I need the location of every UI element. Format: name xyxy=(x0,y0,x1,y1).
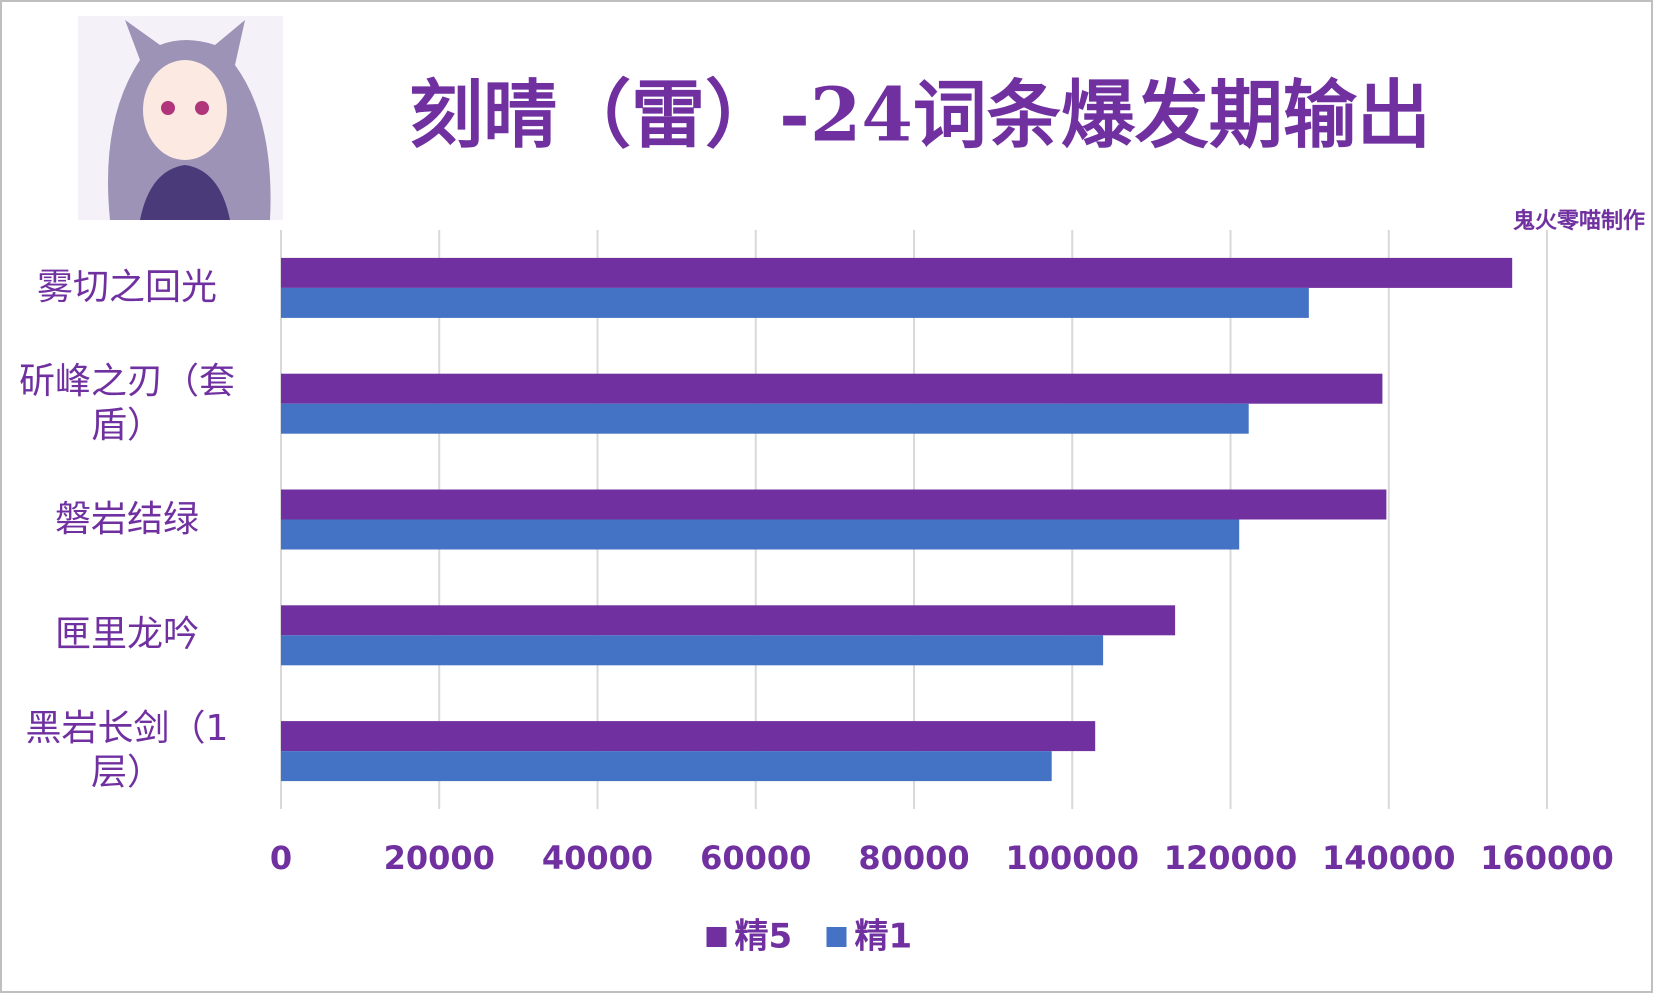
x-tick-label: 60000 xyxy=(700,839,811,877)
bar xyxy=(281,519,1240,550)
legend-swatch xyxy=(706,927,727,947)
bar xyxy=(281,605,1176,636)
legend-label: 精5 xyxy=(735,917,793,957)
x-tick-label: 160000 xyxy=(1480,839,1614,877)
x-tick-label: 100000 xyxy=(1005,839,1139,877)
chart-title: 刻晴（雷）-24词条爆发期输出 xyxy=(409,73,1431,159)
bar xyxy=(281,373,1383,404)
x-tick-label: 0 xyxy=(270,839,292,877)
x-tick-label: 40000 xyxy=(542,839,653,877)
bar xyxy=(281,403,1249,434)
y-tick-label: 斫峰之刃（套盾） xyxy=(18,360,235,446)
bar xyxy=(281,287,1309,318)
bar xyxy=(281,635,1104,666)
avatar xyxy=(78,16,283,220)
y-tick-label: 匣里龙吟 xyxy=(54,614,199,656)
x-tick-label: 140000 xyxy=(1322,839,1456,877)
chart-subtitle: 鬼火零喵制作 xyxy=(1513,208,1645,234)
y-tick-label: 雾切之回光 xyxy=(36,266,217,308)
x-tick-label: 20000 xyxy=(384,839,495,877)
x-tick-label: 120000 xyxy=(1164,839,1298,877)
bar xyxy=(281,489,1387,520)
bar xyxy=(281,257,1513,288)
y-tick-label: 黑岩长剑（1层） xyxy=(25,708,229,794)
bar xyxy=(281,721,1096,752)
x-tick-label: 80000 xyxy=(858,839,969,877)
bar xyxy=(281,751,1052,782)
legend-label: 精1 xyxy=(855,917,913,957)
legend-swatch xyxy=(826,927,847,947)
y-tick-label: 磐岩结绿 xyxy=(54,498,199,540)
